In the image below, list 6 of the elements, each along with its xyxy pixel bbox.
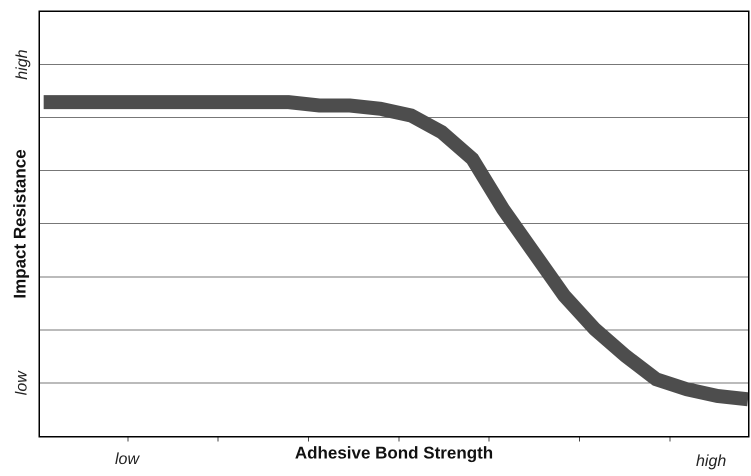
text: low	[115, 451, 140, 468]
text: high	[14, 49, 31, 80]
text: low	[13, 370, 30, 396]
y-axis-title: Impact Resistance	[10, 149, 30, 299]
x-axis-title: Adhesive Bond Strength	[294, 444, 494, 463]
text: high	[696, 453, 726, 470]
